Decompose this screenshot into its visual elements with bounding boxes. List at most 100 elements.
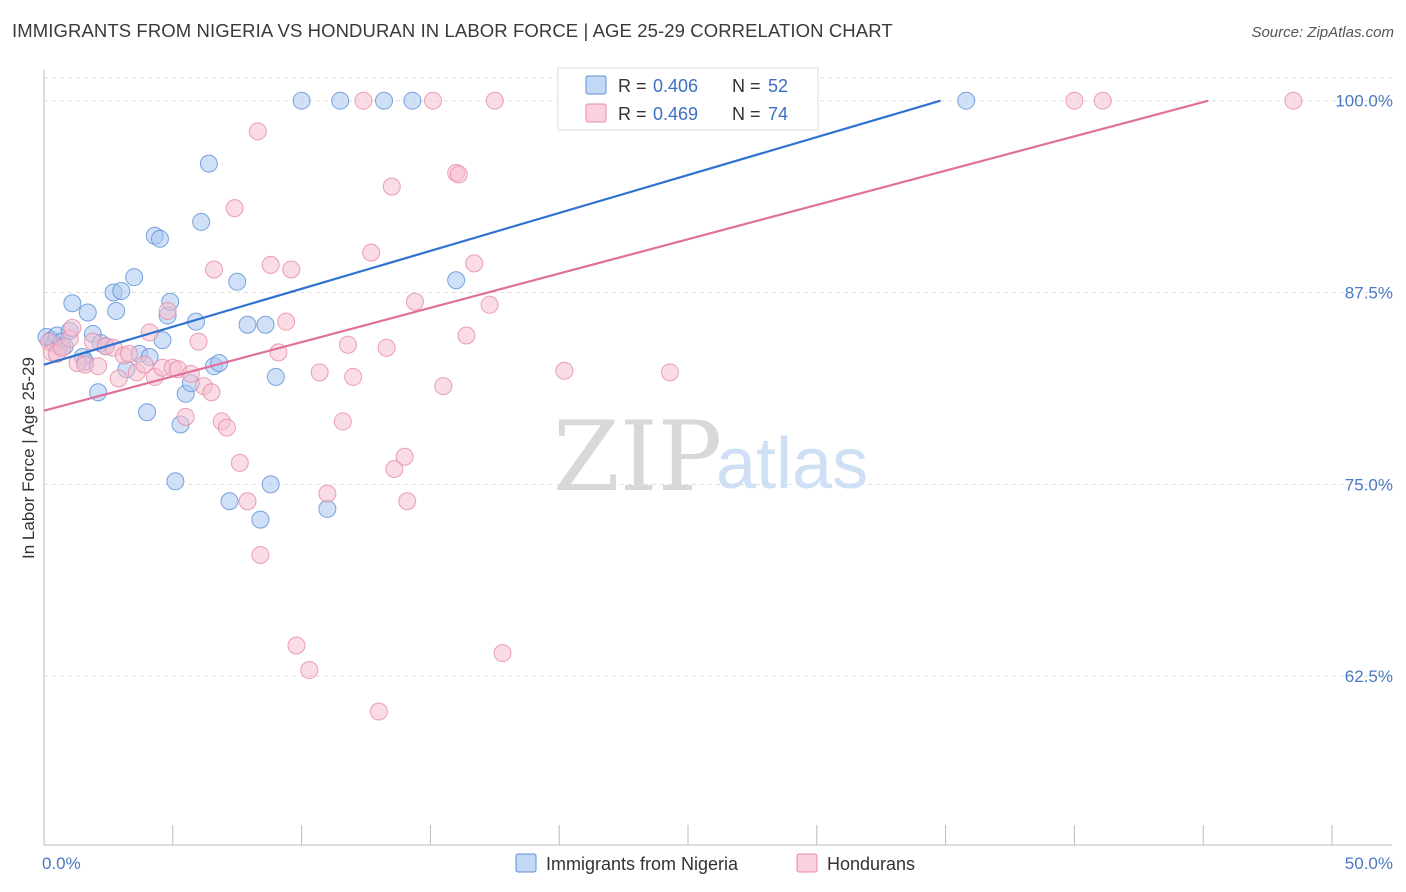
point-nigeria-50: [447, 271, 466, 290]
point-nigeria-44: [266, 367, 285, 386]
x-tick-label-1: 50.0%: [1345, 854, 1393, 873]
point-hondurans-62: [480, 295, 499, 314]
watermark: ZIP atlas: [553, 401, 868, 513]
point-hondurans-16: [135, 355, 154, 374]
point-nigeria-17: [107, 301, 126, 320]
point-hondurans-63: [485, 91, 504, 110]
trend-line-hondurans: [43, 99, 1209, 412]
point-hondurans-65: [555, 361, 574, 380]
y-tick-label-1: 75.0%: [1345, 475, 1393, 494]
point-hondurans-34: [248, 122, 267, 141]
point-hondurans-60: [457, 326, 476, 345]
trend-lines: [43, 99, 1209, 412]
point-hondurans-12: [109, 369, 128, 388]
point-hondurans-48: [362, 243, 381, 262]
legend-swatch-nigeria: [585, 75, 607, 95]
point-hondurans-27: [202, 383, 221, 402]
point-nigeria-8: [63, 294, 82, 313]
point-hondurans-68: [660, 363, 679, 382]
legend-n-value-hondurans: 74: [768, 104, 788, 124]
point-hondurans-39: [282, 260, 301, 279]
x-tick-labels: 0.0% 50.0%: [42, 854, 1393, 873]
point-hondurans-56: [423, 91, 442, 110]
point-hondurans-50: [377, 338, 396, 357]
trend-line-nigeria: [43, 99, 941, 366]
point-hondurans-23: [176, 407, 195, 426]
point-nigeria-22: [138, 403, 157, 422]
point-nigeria-39: [228, 272, 247, 291]
point-hondurans-31: [225, 199, 244, 218]
bottom-legend-swatch-nigeria: [515, 853, 537, 873]
y-axis-title: In Labor Force | Age 25-29: [19, 357, 38, 559]
point-hondurans-57: [434, 377, 453, 396]
point-hondurans-36: [261, 255, 280, 274]
legend-r-label-hondurans: R =: [618, 104, 647, 124]
point-hondurans-51: [382, 177, 401, 196]
point-hondurans-20: [158, 301, 177, 320]
point-hondurans-42: [310, 363, 329, 382]
grid-lines: [44, 77, 1392, 677]
point-nigeria-25: [150, 229, 169, 248]
legend-box: R = 0.406 N = 52 R = 0.469 N = 74: [557, 67, 819, 131]
watermark-zip: ZIP: [553, 401, 722, 513]
point-hondurans-64: [493, 644, 512, 663]
point-nigeria-20: [125, 268, 144, 287]
point-nigeria-51: [957, 91, 976, 110]
point-hondurans-14: [120, 344, 139, 363]
watermark-atlas: atlas: [716, 424, 868, 504]
point-hondurans-35: [251, 545, 270, 564]
point-hondurans-53: [395, 447, 414, 466]
point-nigeria-42: [256, 315, 275, 334]
axes: [43, 70, 1392, 846]
y-tick-label-3: 100.0%: [1335, 92, 1393, 111]
point-nigeria-48: [375, 91, 394, 110]
point-hondurans-40: [287, 636, 306, 655]
chart-title: IMMIGRANTS FROM NIGERIA VS HONDURAN IN L…: [12, 20, 893, 41]
point-hondurans-73: [1284, 91, 1303, 110]
legend-r-label-nigeria: R =: [618, 76, 647, 96]
point-hondurans-45: [338, 335, 357, 354]
y-tick-labels: 62.5% 75.0% 87.5% 100.0%: [1335, 92, 1393, 686]
point-hondurans-32: [230, 453, 249, 472]
point-hondurans-5: [63, 318, 82, 337]
point-hondurans-28: [205, 260, 224, 279]
point-hondurans-46: [344, 367, 363, 386]
point-hondurans-44: [333, 412, 352, 431]
point-hondurans-41: [300, 661, 319, 680]
point-nigeria-49: [403, 91, 422, 110]
bottom-legend-label-nigeria: Immigrants from Nigeria: [546, 854, 739, 874]
point-hondurans-49: [369, 702, 388, 721]
point-hondurans-72: [1093, 91, 1112, 110]
point-nigeria-47: [331, 91, 350, 110]
point-nigeria-43: [261, 475, 280, 494]
point-hondurans-9: [89, 357, 108, 376]
point-nigeria-41: [251, 510, 270, 529]
legend-n-label-nigeria: N =: [732, 76, 761, 96]
point-hondurans-59: [449, 165, 468, 184]
point-hondurans-52: [385, 460, 404, 479]
x-tick-label-0: 0.0%: [42, 854, 81, 873]
point-hondurans-71: [1065, 91, 1084, 110]
point-nigeria-35: [199, 154, 218, 173]
point-nigeria-11: [78, 303, 97, 322]
point-nigeria-46: [318, 499, 337, 518]
bottom-legend-label-hondurans: Hondurans: [827, 854, 915, 874]
point-nigeria-40: [238, 315, 257, 334]
series-hondurans-points: [40, 91, 1303, 721]
point-nigeria-29: [166, 472, 185, 491]
point-nigeria-45: [292, 91, 311, 110]
legend-r-value-hondurans: 0.469: [653, 104, 698, 124]
point-hondurans-55: [405, 292, 424, 311]
y-tick-label-0: 62.5%: [1345, 667, 1393, 686]
point-hondurans-33: [238, 492, 257, 511]
legend-n-label-hondurans: N =: [732, 104, 761, 124]
point-nigeria-18: [112, 281, 131, 300]
point-hondurans-38: [277, 312, 296, 331]
point-hondurans-61: [465, 254, 484, 273]
legend-swatch-hondurans: [585, 103, 607, 123]
legend-r-value-nigeria: 0.406: [653, 76, 698, 96]
bottom-legend-swatch-hondurans: [796, 853, 818, 873]
y-tick-label-2: 87.5%: [1345, 284, 1393, 303]
legend-n-value-nigeria: 52: [768, 76, 788, 96]
